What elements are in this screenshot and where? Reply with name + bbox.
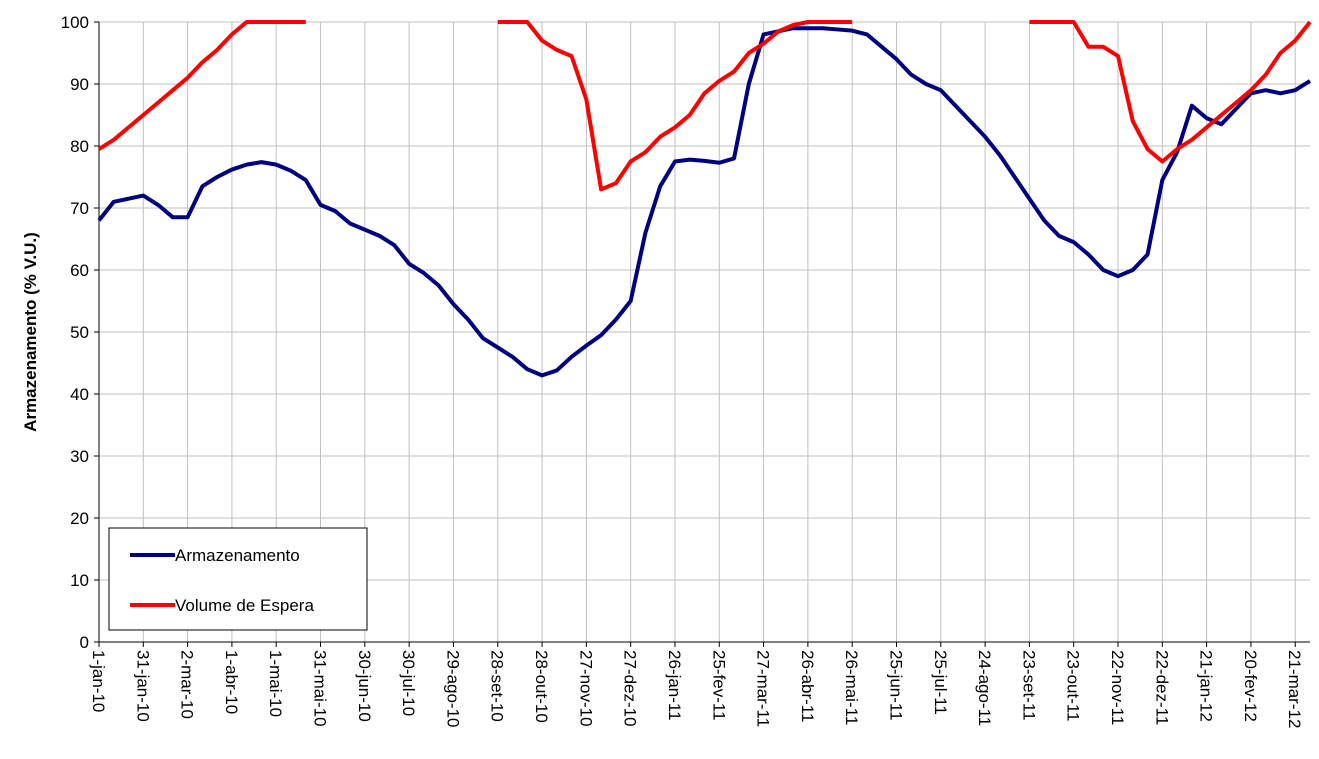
x-tick-label: 21-jan-12 <box>1197 650 1216 722</box>
x-tick-label: 30-jun-10 <box>355 650 374 722</box>
x-tick-label: 24-ago-11 <box>975 650 994 726</box>
y-axis-label: Armazenamento (% V.U.) <box>21 232 40 432</box>
x-tick-label: 29-ago-10 <box>443 650 462 728</box>
x-tick-label: 21-mar-12 <box>1285 650 1304 728</box>
x-tick-label: 26-mai-11 <box>842 650 861 725</box>
x-tick-label: 25-jun-11 <box>886 650 905 721</box>
x-tick-label: 27-mar-11 <box>754 650 773 727</box>
legend-box <box>108 527 368 631</box>
legend-label: Volume de Espera <box>175 596 314 615</box>
y-tick-label: 50 <box>70 323 89 342</box>
x-tick-label: 28-out-10 <box>532 650 551 723</box>
y-tick-label: 40 <box>70 385 89 404</box>
x-tick-label: 22-nov-11 <box>1108 650 1127 725</box>
x-tick-label: 23-set-11 <box>1019 650 1038 721</box>
x-tick-label: 2-mar-10 <box>178 650 197 719</box>
y-tick-label: 60 <box>70 261 89 280</box>
x-tick-label: 26-abr-11 <box>798 650 817 722</box>
y-tick-label: 0 <box>80 633 89 652</box>
x-tick-label: 26-jan-11 <box>665 650 684 721</box>
x-tick-label: 1-mai-10 <box>266 650 285 717</box>
y-tick-label: 90 <box>70 75 89 94</box>
x-tick-label: 28-set-10 <box>488 650 507 722</box>
y-tick-label: 100 <box>61 13 89 32</box>
x-tick-label: 1-abr-10 <box>222 650 241 714</box>
x-tick-label: 31-jan-10 <box>133 650 152 722</box>
y-tick-label: 10 <box>70 571 89 590</box>
x-tick-label: 23-out-11 <box>1064 650 1083 722</box>
legend-label: Armazenamento <box>175 546 300 565</box>
y-tick-label: 30 <box>70 447 89 466</box>
x-tick-label: 30-jul-10 <box>399 650 418 716</box>
x-tick-label: 27-nov-10 <box>576 650 595 727</box>
x-tick-label: 20-fev-12 <box>1241 650 1260 722</box>
y-tick-label: 20 <box>70 509 89 528</box>
y-tick-label: 80 <box>70 137 89 156</box>
x-tick-label: 27-dez-10 <box>621 650 640 727</box>
x-tick-label: 31-mai-10 <box>311 650 330 727</box>
x-tick-label: 1-jan-10 <box>89 650 108 712</box>
data-line <box>97 26 1312 378</box>
data-line <box>97 20 1312 192</box>
x-tick-label: 22-dez-11 <box>1152 650 1171 725</box>
y-tick-label: 70 <box>70 199 89 218</box>
x-tick-label: 25-fev-11 <box>709 650 728 721</box>
x-tick-label: 25-jul-11 <box>931 650 950 715</box>
